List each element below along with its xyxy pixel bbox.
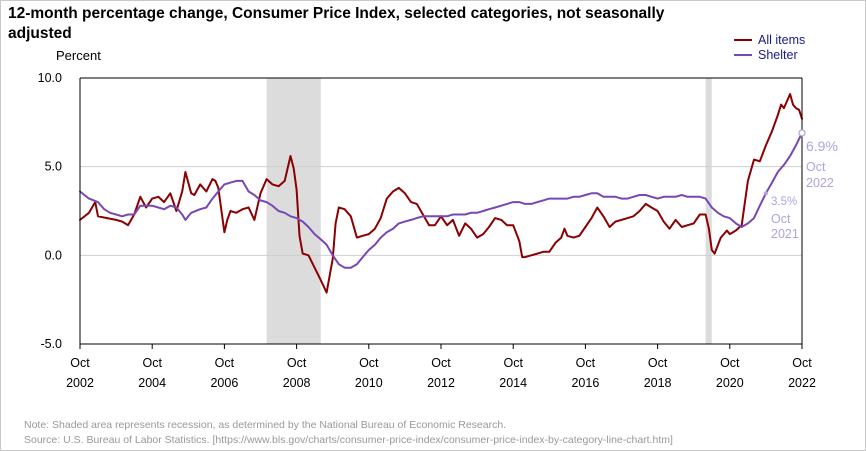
x-tick-label-month: Oct (215, 356, 235, 370)
annotation-year: 2022 (806, 176, 834, 190)
annotation-value: 3.5% (771, 196, 797, 208)
x-tick-label-year: 2010 (355, 376, 383, 390)
recession-band-1 (266, 78, 321, 344)
annotation-value: 6.9% (806, 138, 838, 154)
x-tick-label-year: 2018 (644, 376, 672, 390)
gridlines (80, 166, 802, 256)
x-tick-label-month: Oct (503, 356, 523, 370)
footnote-note: Note: Shaded area represents recession, … (24, 419, 506, 431)
axes (79, 77, 803, 349)
x-tick-label-year: 2016 (571, 376, 599, 390)
annotation-month: Oct (806, 160, 826, 174)
x-tick-label-year: 2020 (716, 376, 744, 390)
x-tick-label-month: Oct (648, 356, 668, 370)
recession-shading (266, 78, 712, 344)
x-tick-label-month: Oct (431, 356, 451, 370)
x-tick-label-month: Oct (70, 356, 90, 370)
x-tick-label-month: Oct (720, 356, 740, 370)
x-tick-labels: Oct 2002 Oct 2004 Oct 2006 Oct 2008 Oct 2010 Oct 20… (66, 356, 816, 390)
x-tick-label-year: 2004 (138, 376, 166, 390)
x-tick-label-month: Oct (576, 356, 596, 370)
legend-label: Shelter (758, 48, 798, 62)
chart-title-line-1: 12-month percentage change, Consumer Pri… (8, 5, 665, 22)
y-tick-label: 10.0 (38, 71, 62, 85)
x-tick-label-month: Oct (287, 356, 307, 370)
x-tick-label-month: Oct (142, 356, 162, 370)
series-line-shelter (79, 132, 803, 269)
series-line-all-items (79, 93, 803, 294)
x-tick-label-year: 2006 (210, 376, 238, 390)
annotation-year: 2021 (771, 227, 799, 241)
footnote-source: Source: U.S. Bureau of Labor Statistics.… (24, 434, 673, 446)
y-tick-label: 0.0 (45, 248, 62, 262)
annotation-marker (763, 191, 768, 196)
recession-band-2 (705, 78, 712, 344)
x-tick-label-month: Oct (359, 356, 379, 370)
chart-title-line-2: adjusted (8, 25, 72, 42)
y-tick-label: -5.0 (40, 337, 62, 351)
y-tick-labels: 10.0 5.0 0.0 -5.0 (38, 71, 62, 351)
x-tick-label-month: Oct (792, 356, 812, 370)
y-axis-label: Percent (56, 48, 101, 63)
legend-label: All items (758, 33, 805, 47)
x-tick-label-year: 2008 (283, 376, 311, 390)
x-tick-label-year: 2002 (66, 376, 94, 390)
annotation-month: Oct (771, 212, 791, 226)
series-lines (79, 93, 803, 294)
x-tick-label-year: 2012 (427, 376, 455, 390)
x-tick-label-year: 2022 (788, 376, 816, 390)
annotation-marker (798, 129, 806, 137)
y-tick-label: 5.0 (45, 160, 62, 174)
x-tick-label-year: 2014 (499, 376, 527, 390)
